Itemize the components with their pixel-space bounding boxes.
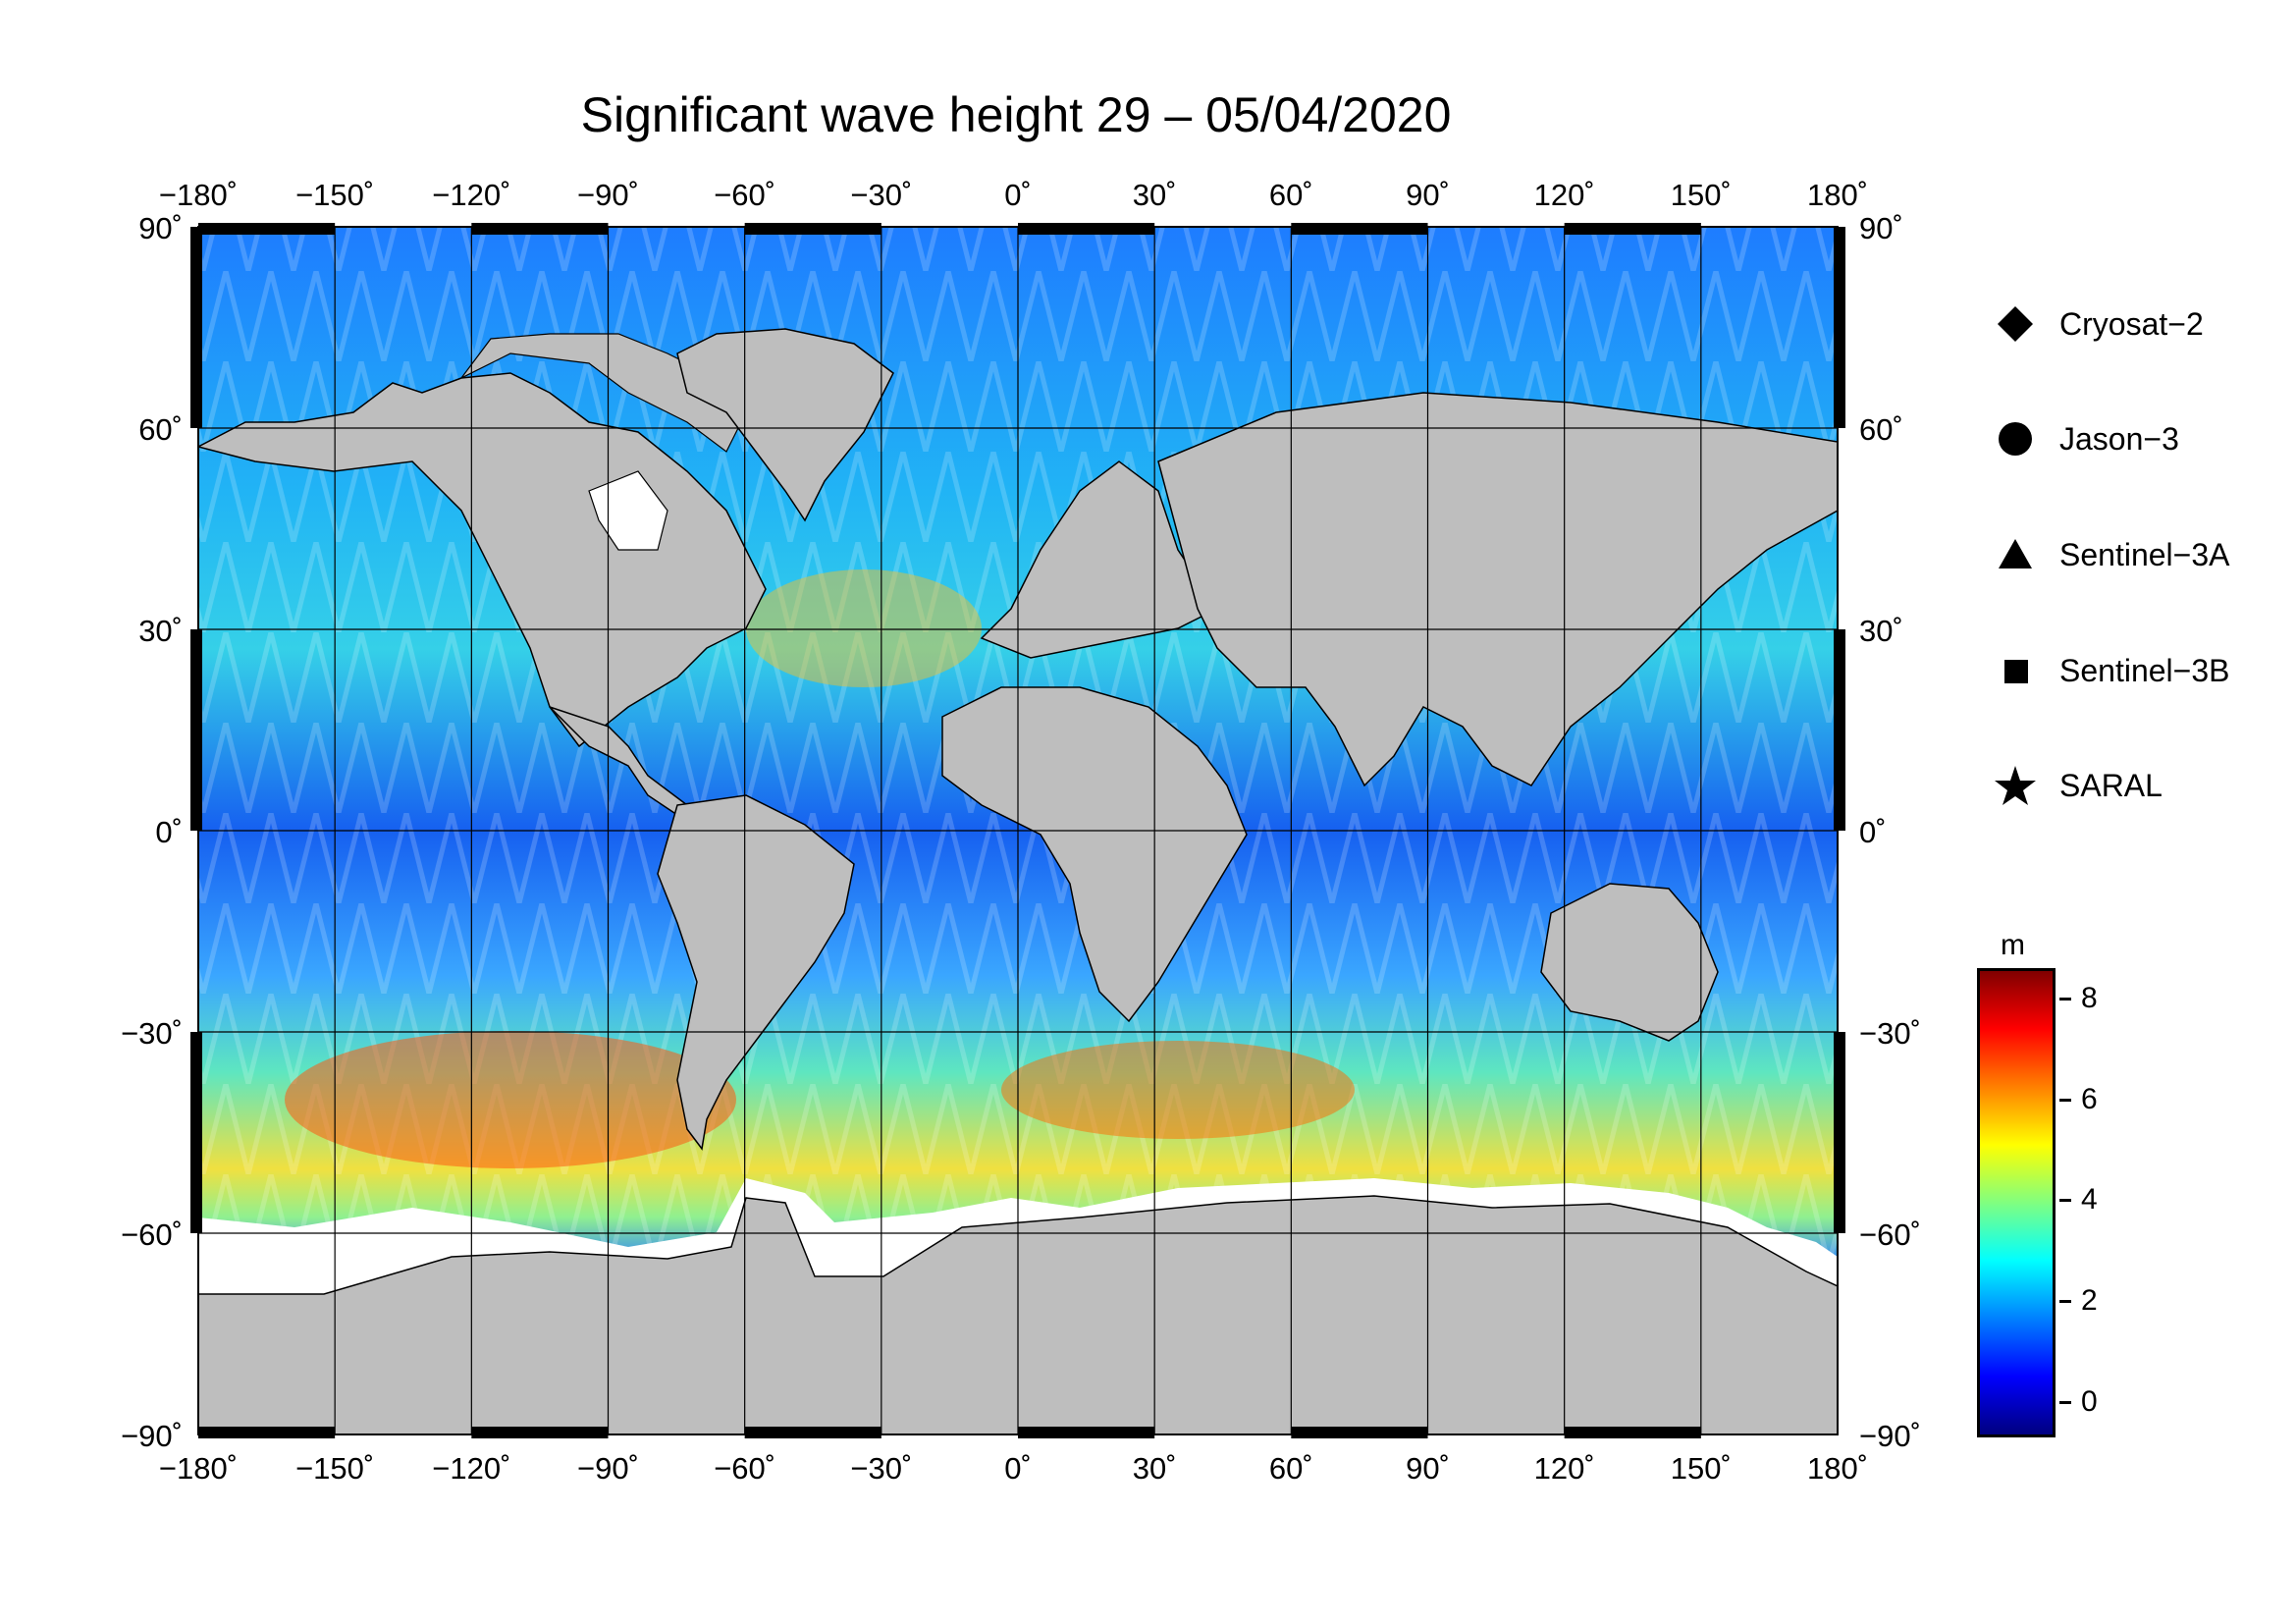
legend-label: Cryosat−2 (2059, 305, 2204, 342)
lon-tick-label: −30˚ (850, 178, 912, 212)
moderate-waves-north-atlantic (746, 569, 982, 687)
colorbar-tick-label: 6 (2081, 1082, 2098, 1115)
lon-tick-label: 150˚ (1671, 178, 1732, 212)
legend-item: Sentinel−3B (1993, 646, 2229, 695)
asia (1157, 392, 1838, 787)
lat-tick-label: 0˚ (155, 815, 183, 849)
axis-tick-labels: −180˚ −180˚ −150˚ −150˚ −120˚ −120˚ −90˚ −90˚ −6… (121, 178, 1921, 1486)
frame-bar-segment (190, 629, 202, 831)
triangle-icon (1993, 532, 2038, 577)
frame-bar-segment (471, 223, 609, 235)
frame-bar-segment (198, 223, 336, 235)
frame-bar-segment (1834, 629, 1845, 831)
lon-tick-label: −120˚ (432, 178, 510, 212)
lat-tick-label: 30˚ (1859, 614, 1903, 648)
lat-tick-label: 60˚ (138, 412, 183, 447)
frame-bar-segment (1291, 1427, 1428, 1438)
lon-tick-label: 0˚ (1004, 178, 1032, 212)
lat-tick-label: 90˚ (1859, 211, 1903, 245)
colorbar (1977, 968, 2056, 1437)
lon-tick-label: 30˚ (1133, 178, 1177, 212)
lat-tick-label: −90˚ (1859, 1419, 1921, 1453)
lon-tick-label: −150˚ (295, 178, 374, 212)
lon-tick-label: 60˚ (1269, 178, 1313, 212)
frame-bar-segment (744, 1427, 881, 1438)
lon-tick-label: 90˚ (1406, 178, 1450, 212)
lat-tick-label: −60˚ (1859, 1217, 1921, 1252)
frame-bar-segment (744, 223, 881, 235)
diamond-icon (1993, 301, 2038, 347)
colorbar-tick-label: 2 (2081, 1284, 2098, 1318)
lat-tick-label: −30˚ (1859, 1016, 1921, 1051)
lat-tick-label: 90˚ (138, 211, 183, 245)
north-america (198, 372, 767, 748)
lon-tick-label: −90˚ (577, 178, 639, 212)
colorbar-tick (2059, 997, 2071, 1001)
colorbar-tick (2059, 1199, 2071, 1203)
frame-bar-segment (1564, 223, 1701, 235)
lat-tick-label: 0˚ (1859, 815, 1887, 849)
lat-tick-label: 30˚ (138, 614, 183, 648)
map-frame-bars (190, 223, 1845, 1438)
greenland (676, 328, 894, 522)
lon-tick-label: −90˚ (577, 1451, 639, 1486)
legend-label: Sentinel−3A (2059, 536, 2230, 572)
frame-bar-segment (190, 227, 202, 428)
lon-tick-label: 180˚ (1807, 1451, 1868, 1486)
colorbar-tick-label: 4 (2081, 1183, 2098, 1217)
lon-tick-label: −30˚ (850, 1451, 912, 1486)
lon-tick-label: −60˚ (714, 1451, 775, 1486)
high-waves-south-pacific (285, 1031, 736, 1168)
lon-tick-label: −60˚ (714, 178, 775, 212)
lat-tick-label: 60˚ (1859, 412, 1903, 447)
lon-tick-label: 90˚ (1406, 1451, 1450, 1486)
colorbar-tick (2059, 1401, 2071, 1405)
lon-tick-label: 180˚ (1807, 178, 1868, 212)
europe (980, 460, 1219, 659)
legend-label: Jason−3 (2059, 420, 2179, 457)
lon-tick-label: −180˚ (159, 178, 238, 212)
map-title: Significant wave height 29 – 05/04/2020 (580, 87, 1452, 142)
lon-tick-label: 30˚ (1133, 1451, 1177, 1486)
star-icon (1993, 763, 2038, 808)
frame-bar-segment (1564, 1427, 1701, 1438)
frame-bar-segment (1291, 223, 1428, 235)
lon-tick-label: 120˚ (1534, 178, 1595, 212)
frame-bar-segment (471, 1427, 609, 1438)
legend-item: SARAL (1993, 761, 2163, 810)
frame-bar-segment (1834, 1032, 1845, 1233)
graticule (198, 227, 1838, 1434)
legend-label: Sentinel−3B (2059, 652, 2230, 688)
colorbar-tick-label: 8 (2081, 981, 2098, 1014)
circle-icon (1993, 416, 2038, 461)
legend-item: Cryosat−2 (1993, 299, 2204, 349)
lon-tick-label: 60˚ (1269, 1451, 1313, 1486)
colorbar-tick (2059, 1300, 2071, 1304)
australia (1540, 883, 1719, 1042)
frame-bar-segment (190, 1032, 202, 1233)
lon-tick-label: −120˚ (432, 1451, 510, 1486)
colorbar-tick (2059, 1098, 2071, 1102)
colorbar-unit: m (2001, 929, 2025, 961)
lat-tick-label: −60˚ (121, 1217, 183, 1252)
high-waves-south-indian (1001, 1041, 1355, 1139)
frame-bar-segment (1018, 223, 1155, 235)
south-america (657, 794, 855, 1151)
legend-item: Sentinel−3A (1993, 530, 2229, 579)
legend-item: Jason−3 (1993, 414, 2179, 463)
frame-bar-segment (198, 1427, 336, 1438)
lat-tick-label: −90˚ (121, 1419, 183, 1453)
frame-bar-segment (1018, 1427, 1155, 1438)
lat-tick-label: −30˚ (121, 1016, 183, 1051)
lon-tick-label: 0˚ (1004, 1451, 1032, 1486)
square-icon (1993, 648, 2038, 693)
lon-tick-label: 150˚ (1671, 1451, 1732, 1486)
frame-bar-segment (1834, 227, 1845, 428)
legend-label: SARAL (2059, 767, 2163, 803)
lon-tick-label: −150˚ (295, 1451, 374, 1486)
lon-tick-label: −180˚ (159, 1451, 238, 1486)
colorbar-tick-label: 0 (2081, 1385, 2098, 1419)
lon-tick-label: 120˚ (1534, 1451, 1595, 1486)
